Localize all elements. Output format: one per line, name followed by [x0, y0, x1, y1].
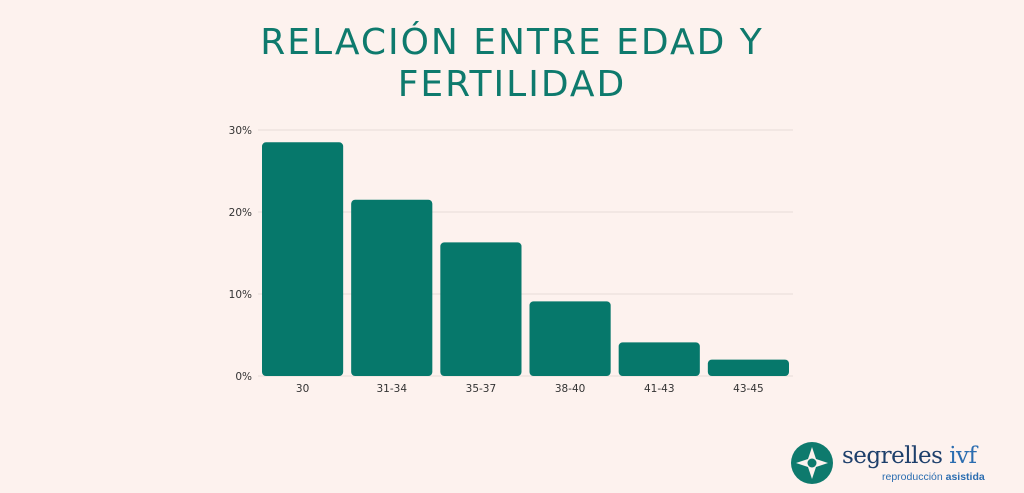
x-tick-label: 35-37: [466, 383, 497, 395]
y-axis-ticks: 0% 10% 20% 30%: [229, 125, 252, 383]
bar-30: [262, 142, 344, 376]
chart-title: RELACIÓN ENTRE EDAD Y FERTILIDAD: [0, 22, 1024, 106]
x-tick-label: 43-45: [733, 383, 764, 395]
segrelles-ivf-logo: segrelles ivf reproducción asistida: [790, 441, 990, 489]
bar-35-37: [440, 242, 522, 376]
bar-38-40: [529, 301, 611, 376]
logo-name-main: segrelles: [842, 443, 943, 469]
x-tick-label: 30: [296, 383, 309, 395]
chart-title-line-2: FERTILIDAD: [397, 64, 627, 105]
x-tick-label: 31-34: [376, 383, 407, 395]
chart-title-line-1: RELACIÓN ENTRE EDAD Y: [260, 22, 764, 63]
x-tick-label: 38-40: [555, 383, 586, 395]
bar-31-34: [351, 199, 433, 376]
star-emblem-icon: [791, 442, 833, 484]
logo-tagline-light: reproducción: [882, 471, 943, 483]
x-axis-ticks: 30 31-34 35-37 38-40 41-43 43-45: [296, 383, 764, 395]
y-tick-label: 0%: [235, 371, 252, 383]
bars: [262, 142, 789, 376]
y-tick-label: 20%: [229, 207, 252, 219]
logo-tagline: reproducción asistida: [882, 471, 985, 483]
logo-name-suffix: ivf: [949, 443, 977, 469]
bar-43-45: [707, 359, 789, 376]
x-tick-label: 41-43: [644, 383, 675, 395]
y-tick-label: 30%: [229, 125, 252, 137]
grid-lines: [258, 129, 793, 377]
logo-name: segrelles ivf: [842, 443, 977, 469]
logo-tagline-bold: asistida: [945, 471, 985, 483]
y-tick-label: 10%: [229, 289, 252, 301]
bar-41-43: [618, 342, 700, 376]
